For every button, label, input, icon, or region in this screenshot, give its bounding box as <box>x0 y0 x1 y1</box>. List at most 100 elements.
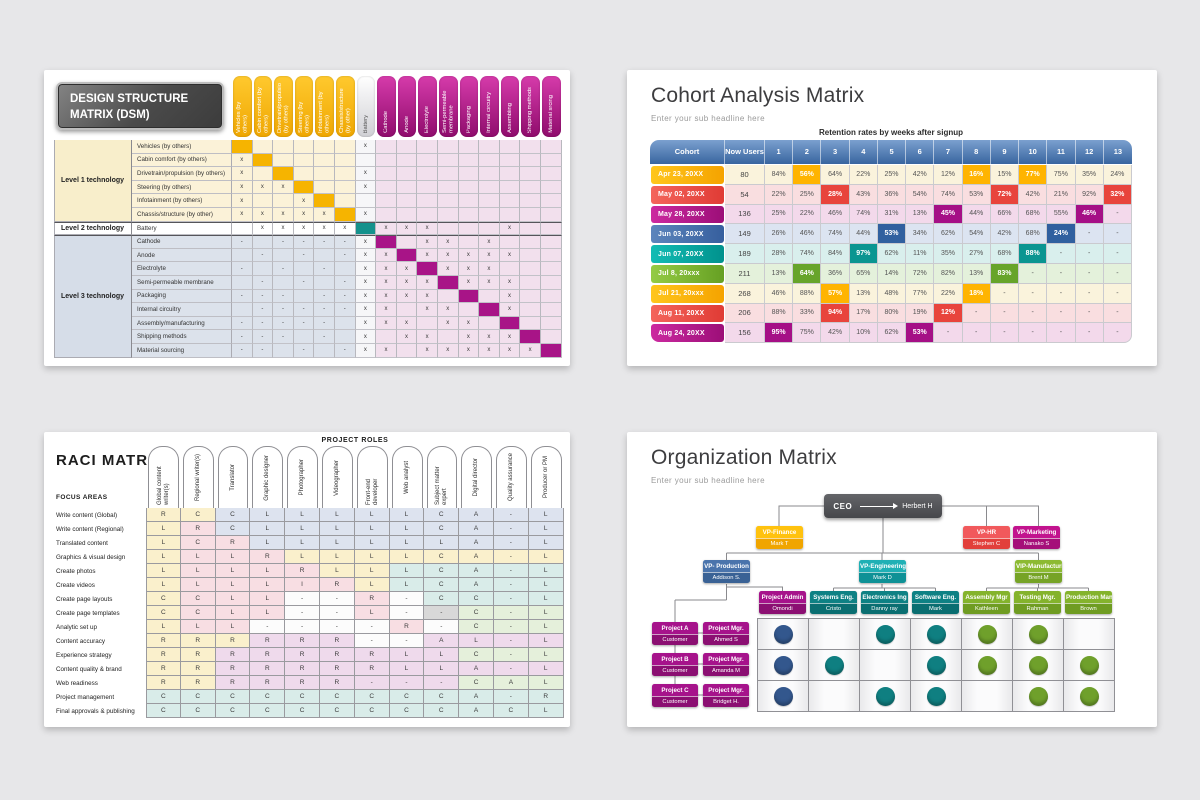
raci-cell: C <box>319 690 355 704</box>
raci-cell: C <box>180 592 216 606</box>
dsm-row-label: Electrolyte <box>132 262 232 276</box>
cohort-week-cell: - <box>1047 244 1076 264</box>
dsm-cell <box>540 262 562 276</box>
raci-cell: - <box>493 522 529 536</box>
raci-cell: L <box>528 704 564 718</box>
dsm-cell: - <box>314 330 335 344</box>
cohort-week-cell: - <box>1047 283 1076 304</box>
slide-cohort-analysis-matrix[interactable]: Cohort Analysis Matrix Enter your sub he… <box>627 70 1157 366</box>
raci-cell: L <box>319 536 355 550</box>
org-grid-cell <box>809 619 860 650</box>
org-node-title: Electronics Ing <box>861 591 908 603</box>
org-node-project: Project B Customer <box>652 653 698 676</box>
cohort-header-cell: 1 <box>765 140 794 165</box>
cohort-week-cell: 53% <box>877 224 907 245</box>
raci-cell: C <box>180 508 216 522</box>
dsm-cell <box>417 167 438 181</box>
cohort-week-cell: 72% <box>906 263 935 284</box>
raci-role-pill: Web analyst <box>391 446 423 508</box>
cohort-header-cell: 12 <box>1075 140 1104 165</box>
raci-cell: R <box>250 676 286 690</box>
org-assignment-dot <box>875 686 895 706</box>
raci-cell: C <box>459 592 494 606</box>
dsm-cell: x <box>417 289 438 304</box>
cohort-week-cell: 48% <box>877 283 907 304</box>
org-node-name: Nanako S <box>1013 537 1060 549</box>
cohort-week-cell: 15% <box>990 165 1020 185</box>
dsm-column-label: Shipping methods <box>527 86 534 133</box>
dsm-cell: x <box>232 167 253 181</box>
dsm-cell <box>540 235 562 249</box>
dsm-cell <box>293 180 315 195</box>
dsm-cell <box>458 167 480 181</box>
dsm-cell: x <box>355 180 377 195</box>
dsm-cell: - <box>273 330 294 344</box>
cohort-users-cell: 189 <box>725 244 765 264</box>
dsm-cell: - <box>232 316 253 331</box>
dsm-cell: x <box>293 221 315 236</box>
dsm-cell: x <box>376 262 397 276</box>
cohort-header-cell: 3 <box>821 140 850 165</box>
dsm-cell <box>520 289 541 304</box>
dsm-column-header: Internal circuitry <box>479 76 500 140</box>
dsm-cell <box>293 153 315 168</box>
raci-cell: R <box>215 676 251 690</box>
cohort-week-cell: 46% <box>1075 204 1104 225</box>
raci-focus-area-label: Create videos <box>56 581 95 589</box>
org-grid-cell <box>911 650 962 681</box>
dsm-column-pill: Shipping methods <box>521 76 540 137</box>
dsm-cell <box>540 275 562 290</box>
dsm-cell <box>232 275 253 290</box>
cohort-subtitle: Enter your sub headline here <box>651 114 765 123</box>
org-node-name: Mark T <box>756 537 803 549</box>
dsm-cell <box>540 167 562 181</box>
dsm-cell: x <box>458 262 480 276</box>
raci-cell: A <box>459 690 494 704</box>
raci-cell: R <box>215 634 251 648</box>
org-title: Organization Matrix <box>651 446 837 469</box>
raci-focus-area-label: Create page layouts <box>56 595 113 603</box>
dsm-cell <box>252 235 274 249</box>
raci-cell: C <box>146 690 181 704</box>
org-node-division: VP-Engineering Mark D <box>859 560 906 583</box>
cohort-week-cell: 72% <box>990 184 1020 205</box>
slide-raci-matrix[interactable]: RACI MATRIX FOCUS AREAS PROJECT ROLES Gl… <box>44 432 570 727</box>
dsm-cell <box>293 140 315 154</box>
cohort-header-cell: 9 <box>990 140 1020 165</box>
raci-focus-area-label: Translated content <box>56 539 108 547</box>
dsm-cell <box>396 167 418 181</box>
cohort-week-cell: 74% <box>934 184 963 205</box>
org-node-name: Ahmed S <box>703 633 749 645</box>
cohort-week-cell: - <box>1075 303 1104 324</box>
org-node-title: Testing Mgr. <box>1014 591 1061 603</box>
raci-cell: R <box>250 648 286 662</box>
cohort-week-cell: - <box>1075 244 1104 264</box>
cohort-week-cell: - <box>1103 244 1132 264</box>
raci-cell: - <box>493 564 529 578</box>
raci-cell: R <box>146 508 181 522</box>
slide-organization-matrix[interactable]: Organization Matrix Enter your sub headl… <box>627 432 1157 727</box>
raci-cell: C <box>180 690 216 704</box>
raci-cell: A <box>459 578 494 592</box>
dsm-cell <box>540 303 562 317</box>
org-node-title: Project B <box>652 653 698 665</box>
org-node-title: Project C <box>652 684 698 696</box>
cohort-week-cell: 24% <box>1047 224 1076 245</box>
raci-cell: L <box>250 564 286 578</box>
dsm-cell: x <box>273 180 294 195</box>
cohort-week-cell: 25% <box>877 165 907 185</box>
raci-cell: L <box>389 522 425 536</box>
raci-role-label: Graphic designer <box>264 454 271 501</box>
cohort-week-cell: 25% <box>765 204 794 225</box>
org-grid-cell <box>1013 681 1064 712</box>
dsm-cell <box>273 248 294 263</box>
dsm-cell: - <box>293 275 315 290</box>
slide-design-structure-matrix[interactable]: DESIGN STRUCTURE MATRIX (DSM) Vehicles (… <box>44 70 570 366</box>
cohort-week-cell: - <box>1075 323 1104 344</box>
raci-cell: R <box>146 662 181 676</box>
dsm-cell: x <box>252 180 274 195</box>
dsm-column-pill: Assembling <box>500 76 520 137</box>
dsm-cell: x <box>417 303 438 317</box>
raci-cell: A <box>459 536 494 550</box>
raci-cell: L <box>424 648 460 662</box>
